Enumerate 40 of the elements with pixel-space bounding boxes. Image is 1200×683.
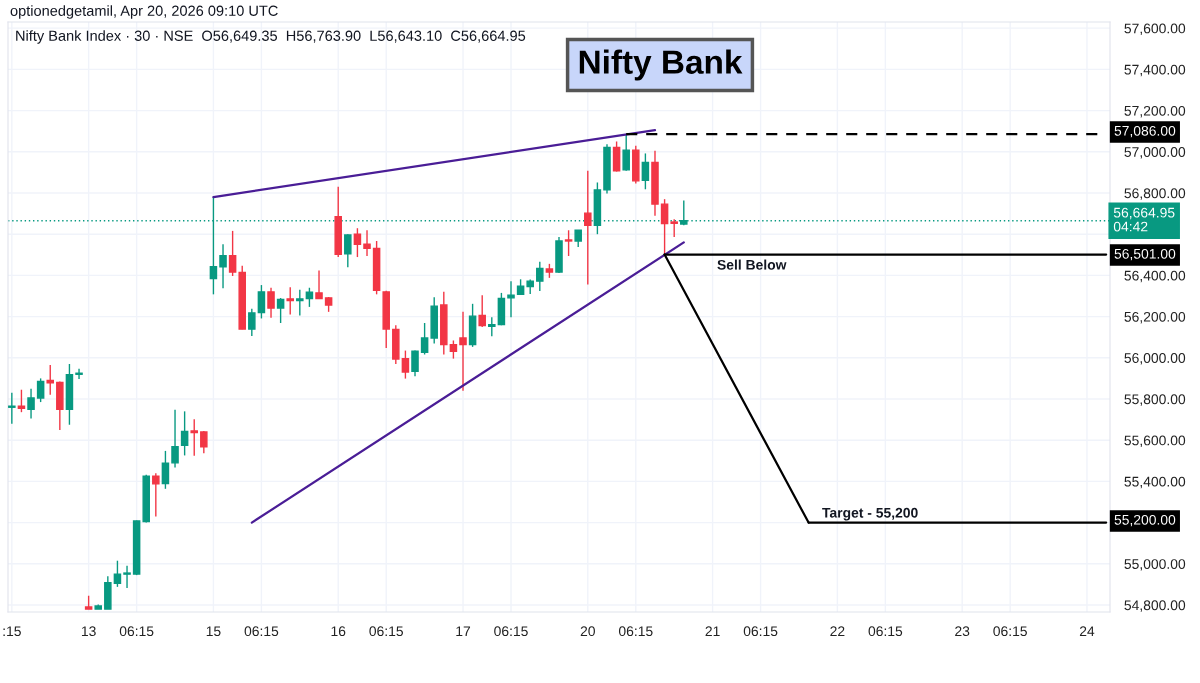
x-tick-label: 23 — [955, 626, 970, 637]
x-tick-label: 16 — [331, 626, 346, 637]
y-tick-label: 57,600.00 — [1124, 23, 1186, 35]
y-tick-label: 56,000.00 — [1124, 353, 1186, 365]
x-tick-label: 13 — [81, 626, 96, 637]
x-tick-label: 21 — [705, 626, 720, 636]
x-tick-label: 06:15 — [618, 626, 653, 637]
x-tick-label: 06:15 — [743, 626, 778, 637]
annotation: Sell Below — [717, 259, 787, 270]
y-tick-label: 56,400.00 — [1124, 270, 1186, 283]
y-tick-label: 57,000.00 — [1124, 147, 1186, 159]
y-tick-label: 55,000.00 — [1124, 559, 1186, 571]
text: 56,501.00 — [1114, 248, 1176, 261]
text: optionedgetamil, Apr 20, 2026 09:10 UTC — [10, 5, 278, 19]
annotation: Target - 55,200 — [822, 507, 918, 521]
x-tick-label: 06:15 — [369, 626, 404, 637]
x-tick-label: 24 — [1079, 626, 1095, 636]
text: 57,086.00 — [1114, 125, 1176, 138]
y-tick-label: 56,800.00 — [1124, 188, 1186, 200]
x-tick-label: :15 — [3, 626, 21, 637]
y-tick-label: 57,200.00 — [1124, 105, 1186, 118]
x-tick-label: 06:15 — [868, 626, 903, 637]
y-tick-label: 55,600.00 — [1124, 435, 1186, 447]
y-tick-label: 54,800.00 — [1124, 600, 1186, 612]
text: Nifty Bank Index · 30 · NSE O56,649.35 H56,763.90 L56,643.10 C56,664.95 — [16, 30, 526, 44]
ref-line-label: 56,664.95 04:42 — [1113, 207, 1175, 232]
text: Nifty Bank — [579, 49, 743, 81]
y-tick-label: 55,800.00 — [1124, 394, 1186, 406]
x-tick-label: 20 — [580, 626, 595, 637]
x-tick-label: 15 — [206, 626, 221, 637]
x-tick-label: 06:15 — [993, 626, 1027, 637]
y-tick-label: 56,200.00 — [1124, 311, 1186, 324]
y-tick-label: 55,400.00 — [1124, 476, 1186, 489]
y-tick-label: 57,400.00 — [1124, 64, 1186, 77]
x-tick-label: 17 — [456, 626, 471, 636]
x-tick-label: 06:15 — [494, 626, 528, 637]
x-tick-label: 06:15 — [119, 626, 154, 637]
x-tick-label: 06:15 — [244, 626, 279, 637]
x-tick-label: 22 — [830, 626, 845, 636]
text: 55,200.00 — [1114, 514, 1176, 527]
